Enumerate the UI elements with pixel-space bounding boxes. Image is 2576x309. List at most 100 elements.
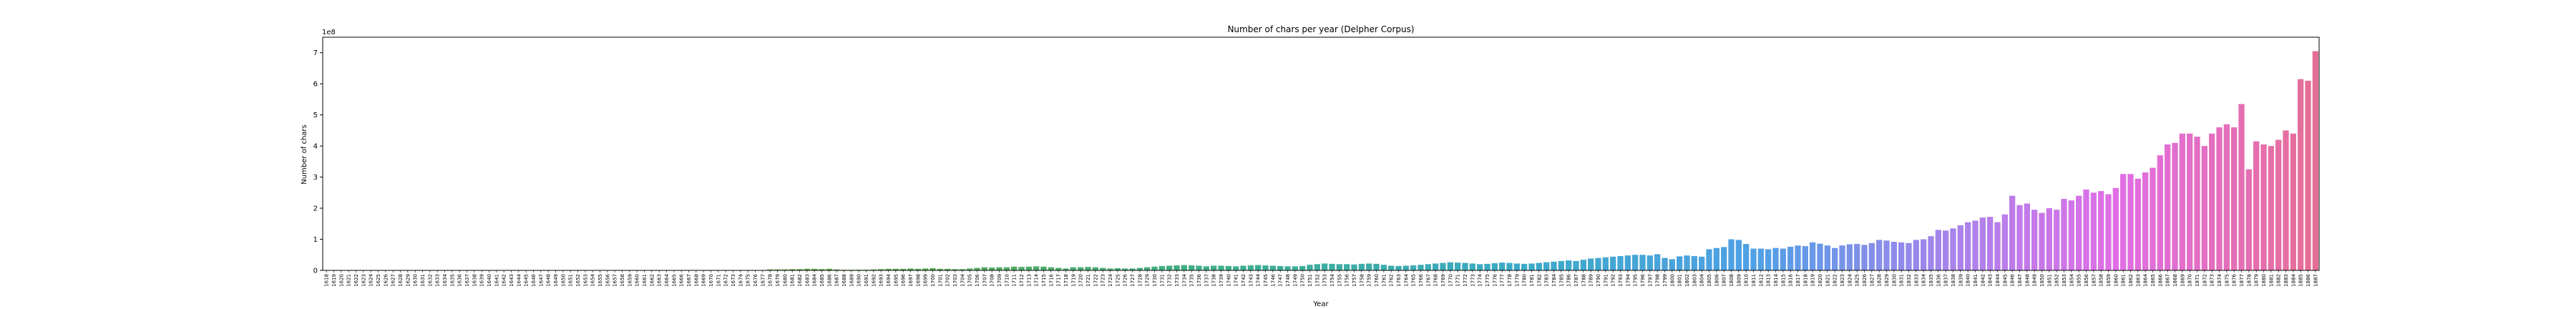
x-tick-label: 1779 bbox=[1514, 274, 1520, 287]
x-tick-label: 1833 bbox=[1913, 274, 1919, 287]
x-tick-label: 1646 bbox=[531, 273, 537, 286]
bar-1876 bbox=[2231, 127, 2238, 270]
bar-1831 bbox=[1898, 242, 1905, 270]
bar-1845 bbox=[2001, 214, 2008, 270]
x-tick-label: 1798 bbox=[1655, 274, 1661, 287]
bar-1849 bbox=[2031, 210, 2038, 270]
bar-1863 bbox=[2135, 178, 2141, 270]
bar-1847 bbox=[2016, 205, 2023, 270]
x-tick-label: 1834 bbox=[1921, 273, 1927, 286]
x-tick-label: 1725 bbox=[1115, 274, 1121, 287]
x-tick-label: 1680 bbox=[782, 274, 788, 287]
bar-1789 bbox=[1588, 258, 1594, 270]
x-tick-label: 1676 bbox=[753, 273, 758, 286]
x-tick-label: 1847 bbox=[2017, 274, 2023, 287]
bar-1872 bbox=[2201, 146, 2207, 270]
x-tick-label: 1692 bbox=[871, 274, 877, 287]
x-tick-label: 1778 bbox=[1507, 274, 1513, 287]
x-tick-label: 1693 bbox=[879, 274, 884, 287]
bar-1726 bbox=[1122, 268, 1128, 270]
x-tick-label: 1803 bbox=[1692, 274, 1697, 287]
x-tick-label: 1848 bbox=[2024, 274, 2030, 287]
bar-1711 bbox=[1011, 266, 1018, 270]
bar-1804 bbox=[1699, 256, 1705, 270]
bar-1705 bbox=[967, 268, 973, 270]
x-tick-label: 1824 bbox=[1847, 273, 1853, 286]
bar-1827 bbox=[1868, 242, 1875, 270]
x-tick-label: 1856 bbox=[2084, 273, 2089, 286]
bar-1719 bbox=[1070, 267, 1076, 270]
bar-1780 bbox=[1521, 263, 1528, 270]
x-tick-label: 1765 bbox=[1411, 274, 1417, 287]
x-tick-label: 1738 bbox=[1211, 274, 1217, 287]
x-tick-label: 1683 bbox=[804, 274, 810, 287]
x-tick-label: 1641 bbox=[494, 274, 499, 287]
x-tick-label: 1764 bbox=[1403, 273, 1409, 286]
bar-1709 bbox=[996, 267, 1002, 270]
x-tick-label: 1855 bbox=[2077, 274, 2082, 287]
x-tick-label: 1809 bbox=[1736, 274, 1742, 287]
bar-1755 bbox=[1336, 264, 1342, 270]
x-tick-label: 1688 bbox=[841, 274, 847, 287]
x-tick-label: 1845 bbox=[2002, 274, 2008, 287]
x-tick-label: 1785 bbox=[1558, 274, 1564, 287]
bar-1809 bbox=[1735, 240, 1742, 270]
bar-1750 bbox=[1299, 265, 1306, 270]
x-tick-label: 1825 bbox=[1855, 274, 1860, 287]
x-tick-label: 1638 bbox=[472, 274, 477, 287]
bar-1886 bbox=[2305, 80, 2311, 270]
x-tick-label: 1804 bbox=[1699, 273, 1705, 286]
y-offset-label: 1e8 bbox=[322, 29, 336, 36]
bar-1808 bbox=[1728, 239, 1735, 270]
bar-1871 bbox=[2194, 137, 2200, 270]
x-tick-label: 1626 bbox=[383, 273, 389, 286]
x-tick-label: 1743 bbox=[1248, 274, 1254, 287]
bar-1798 bbox=[1654, 254, 1661, 270]
x-tick-label: 1727 bbox=[1130, 274, 1136, 287]
bar-1786 bbox=[1566, 260, 1572, 270]
x-tick-label: 1864 bbox=[2143, 273, 2149, 286]
bar-1718 bbox=[1063, 268, 1069, 270]
x-tick-label: 1630 bbox=[413, 274, 419, 287]
x-tick-label: 1640 bbox=[487, 274, 492, 287]
bar-1884 bbox=[2290, 133, 2296, 270]
bar-1791 bbox=[1602, 257, 1609, 270]
bar-1733 bbox=[1174, 265, 1180, 270]
x-tick-label: 1792 bbox=[1611, 274, 1616, 287]
bar-1741 bbox=[1233, 266, 1239, 270]
bar-1807 bbox=[1721, 247, 1727, 270]
bar-1712 bbox=[1018, 267, 1025, 270]
bar-1835 bbox=[1928, 236, 1934, 270]
bar-1759 bbox=[1366, 263, 1372, 270]
x-tick-label: 1846 bbox=[2010, 273, 2016, 286]
x-tick-label: 1874 bbox=[2217, 273, 2223, 286]
bar-1778 bbox=[1506, 263, 1513, 270]
x-tick-label: 1716 bbox=[1048, 273, 1054, 286]
x-tick-label: 1806 bbox=[1714, 273, 1719, 286]
bar-1797 bbox=[1646, 255, 1653, 270]
bar-1795 bbox=[1632, 255, 1639, 270]
x-tick-label: 1713 bbox=[1026, 274, 1032, 287]
x-tick-label: 1879 bbox=[2254, 274, 2260, 287]
x-tick-label: 1722 bbox=[1093, 274, 1098, 287]
x-tick-label: 1618 bbox=[324, 274, 330, 287]
bar-1739 bbox=[1218, 265, 1224, 270]
bar-1736 bbox=[1196, 265, 1202, 270]
bar-1826 bbox=[1861, 245, 1868, 270]
x-tick-label: 1774 bbox=[1478, 273, 1483, 286]
x-tick-label: 1851 bbox=[2046, 274, 2052, 287]
x-tick-label: 1750 bbox=[1300, 274, 1306, 287]
bar-1848 bbox=[2024, 203, 2030, 270]
x-tick-label: 1647 bbox=[538, 274, 544, 287]
x-tick-label: 1791 bbox=[1603, 274, 1609, 287]
x-tick-label: 1744 bbox=[1256, 273, 1262, 286]
bar-1815 bbox=[1780, 248, 1786, 270]
bar-1882 bbox=[2275, 139, 2282, 270]
bar-1842 bbox=[1979, 217, 1986, 270]
x-tick-label: 1755 bbox=[1337, 274, 1342, 287]
bar-1854 bbox=[2068, 200, 2074, 270]
x-tick-label: 1841 bbox=[1973, 274, 1979, 287]
x-tick-label: 1714 bbox=[1034, 273, 1040, 286]
x-tick-label: 1797 bbox=[1647, 274, 1653, 287]
